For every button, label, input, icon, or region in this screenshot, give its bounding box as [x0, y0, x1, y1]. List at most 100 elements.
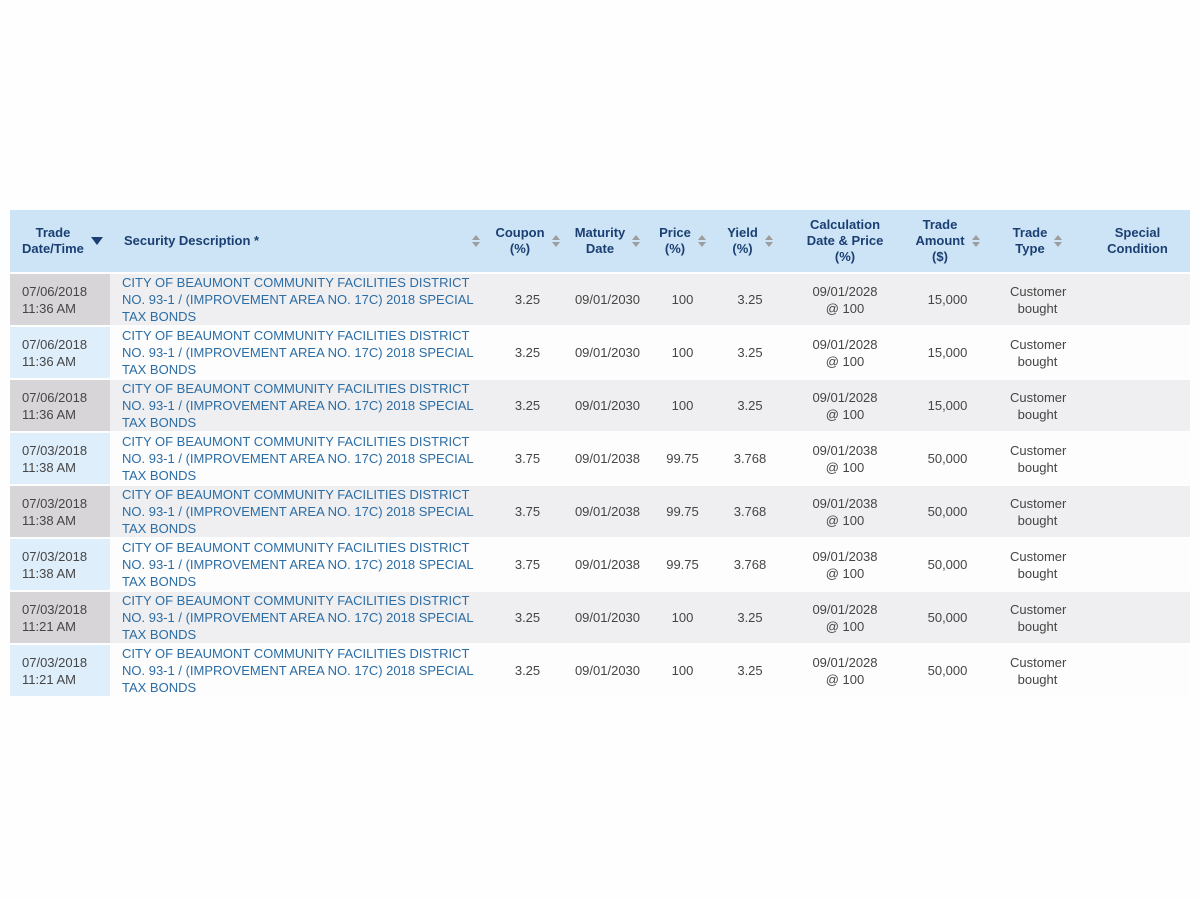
cell-trade-amount: 50,000: [905, 592, 990, 643]
column-header-yield[interactable]: Yield (%): [715, 210, 785, 272]
cell-coupon: 3.25: [490, 592, 565, 643]
cell-coupon: 3.25: [490, 274, 565, 325]
column-header-coupon[interactable]: Coupon (%): [490, 210, 565, 272]
sort-icon: [472, 235, 480, 247]
cell-coupon: 3.25: [490, 645, 565, 696]
cell-security-description: CITY OF BEAUMONT COMMUNITY FACILITIES DI…: [110, 274, 490, 325]
cell-maturity-date: 09/01/2030: [565, 592, 650, 643]
column-header-trade-amount[interactable]: Trade Amount ($): [905, 210, 990, 272]
cell-yield: 3.25: [715, 274, 785, 325]
column-header-security-description[interactable]: Security Description *: [110, 210, 490, 272]
cell-trade-datetime: 07/03/2018 11:21 AM: [10, 592, 110, 643]
cell-trade-amount: 50,000: [905, 539, 990, 590]
cell-trade-datetime: 07/03/2018 11:38 AM: [10, 539, 110, 590]
column-label: Trade Amount ($): [915, 217, 965, 264]
table-row: 07/06/2018 11:36 AM CITY OF BEAUMONT COMM…: [10, 380, 1190, 431]
cell-maturity-date: 09/01/2038: [565, 539, 650, 590]
trade-activity-table: Trade Date/Time Security Description * C…: [10, 208, 1190, 698]
column-label: Special Condition: [1107, 225, 1168, 256]
cell-trade-datetime: 07/06/2018 11:36 AM: [10, 327, 110, 378]
cell-yield: 3.25: [715, 645, 785, 696]
cell-price: 100: [650, 592, 715, 643]
cell-price: 99.75: [650, 539, 715, 590]
cell-trade-type: Customer bought: [990, 327, 1085, 378]
cell-trade-type: Customer bought: [990, 645, 1085, 696]
column-label: Calculation Date & Price (%): [806, 217, 884, 264]
cell-trade-amount: 50,000: [905, 433, 990, 484]
cell-trade-type: Customer bought: [990, 539, 1085, 590]
security-description-link[interactable]: CITY OF BEAUMONT COMMUNITY FACILITIES DI…: [122, 540, 474, 589]
cell-trade-type: Customer bought: [990, 592, 1085, 643]
security-description-link[interactable]: CITY OF BEAUMONT COMMUNITY FACILITIES DI…: [122, 593, 474, 642]
cell-security-description: CITY OF BEAUMONT COMMUNITY FACILITIES DI…: [110, 433, 490, 484]
cell-maturity-date: 09/01/2030: [565, 380, 650, 431]
cell-trade-amount: 15,000: [905, 380, 990, 431]
cell-trade-datetime: 07/06/2018 11:36 AM: [10, 380, 110, 431]
cell-special-condition: [1085, 433, 1190, 484]
column-header-price[interactable]: Price (%): [650, 210, 715, 272]
cell-security-description: CITY OF BEAUMONT COMMUNITY FACILITIES DI…: [110, 380, 490, 431]
column-label: Coupon (%): [495, 225, 545, 256]
sort-icon: [697, 235, 706, 247]
cell-special-condition: [1085, 645, 1190, 696]
cell-price: 100: [650, 274, 715, 325]
sort-icon: [971, 235, 980, 247]
table-row: 07/03/2018 11:38 AM CITY OF BEAUMONT COMM…: [10, 433, 1190, 484]
cell-coupon: 3.75: [490, 539, 565, 590]
security-description-link[interactable]: CITY OF BEAUMONT COMMUNITY FACILITIES DI…: [122, 328, 474, 377]
security-description-link[interactable]: CITY OF BEAUMONT COMMUNITY FACILITIES DI…: [122, 487, 474, 536]
sort-icon: [551, 235, 560, 247]
sort-desc-active-icon: [90, 237, 103, 245]
cell-coupon: 3.25: [490, 327, 565, 378]
cell-trade-amount: 50,000: [905, 645, 990, 696]
cell-trade-type: Customer bought: [990, 433, 1085, 484]
table-row: 07/06/2018 11:36 AM CITY OF BEAUMONT COMM…: [10, 327, 1190, 378]
cell-price: 100: [650, 380, 715, 431]
column-header-trade-type[interactable]: Trade Type: [990, 210, 1085, 272]
cell-trade-datetime: 07/03/2018 11:21 AM: [10, 645, 110, 696]
cell-special-condition: [1085, 274, 1190, 325]
trade-table-header-row: Trade Date/Time Security Description * C…: [10, 210, 1190, 272]
security-description-link[interactable]: CITY OF BEAUMONT COMMUNITY FACILITIES DI…: [122, 646, 474, 695]
table-row: 07/03/2018 11:38 AM CITY OF BEAUMONT COMM…: [10, 539, 1190, 590]
cell-security-description: CITY OF BEAUMONT COMMUNITY FACILITIES DI…: [110, 486, 490, 537]
cell-maturity-date: 09/01/2030: [565, 645, 650, 696]
cell-maturity-date: 09/01/2038: [565, 433, 650, 484]
cell-calc-date-price: 09/01/2028 @ 100: [785, 645, 905, 696]
cell-maturity-date: 09/01/2030: [565, 327, 650, 378]
table-row: 07/06/2018 11:36 AM CITY OF BEAUMONT COMM…: [10, 274, 1190, 325]
security-description-link[interactable]: CITY OF BEAUMONT COMMUNITY FACILITIES DI…: [122, 275, 474, 324]
column-header-special-condition: Special Condition: [1085, 210, 1190, 272]
cell-trade-datetime: 07/03/2018 11:38 AM: [10, 433, 110, 484]
cell-price: 100: [650, 645, 715, 696]
cell-special-condition: [1085, 486, 1190, 537]
cell-trade-type: Customer bought: [990, 486, 1085, 537]
cell-maturity-date: 09/01/2038: [565, 486, 650, 537]
cell-special-condition: [1085, 539, 1190, 590]
column-header-trade-datetime[interactable]: Trade Date/Time: [10, 210, 110, 272]
column-header-calculation-date-price: Calculation Date & Price (%): [785, 210, 905, 272]
cell-yield: 3.768: [715, 539, 785, 590]
cell-calc-date-price: 09/01/2028 @ 100: [785, 274, 905, 325]
column-label: Maturity Date: [574, 225, 626, 256]
cell-trade-type: Customer bought: [990, 274, 1085, 325]
cell-security-description: CITY OF BEAUMONT COMMUNITY FACILITIES DI…: [110, 539, 490, 590]
table-row: 07/03/2018 11:21 AM CITY OF BEAUMONT COMM…: [10, 592, 1190, 643]
column-label: Trade Date/Time: [22, 225, 84, 256]
cell-yield: 3.25: [715, 327, 785, 378]
cell-trade-datetime: 07/03/2018 11:38 AM: [10, 486, 110, 537]
cell-price: 99.75: [650, 486, 715, 537]
security-description-link[interactable]: CITY OF BEAUMONT COMMUNITY FACILITIES DI…: [122, 434, 474, 483]
cell-calc-date-price: 09/01/2038 @ 100: [785, 486, 905, 537]
sort-icon: [1054, 235, 1063, 247]
cell-coupon: 3.75: [490, 433, 565, 484]
table-row: 07/03/2018 11:38 AM CITY OF BEAUMONT COMM…: [10, 486, 1190, 537]
security-description-link[interactable]: CITY OF BEAUMONT COMMUNITY FACILITIES DI…: [122, 381, 474, 430]
column-header-maturity-date[interactable]: Maturity Date: [565, 210, 650, 272]
cell-yield: 3.25: [715, 380, 785, 431]
cell-trade-datetime: 07/06/2018 11:36 AM: [10, 274, 110, 325]
column-label: Yield (%): [727, 225, 758, 256]
cell-maturity-date: 09/01/2030: [565, 274, 650, 325]
cell-calc-date-price: 09/01/2038 @ 100: [785, 539, 905, 590]
cell-special-condition: [1085, 592, 1190, 643]
